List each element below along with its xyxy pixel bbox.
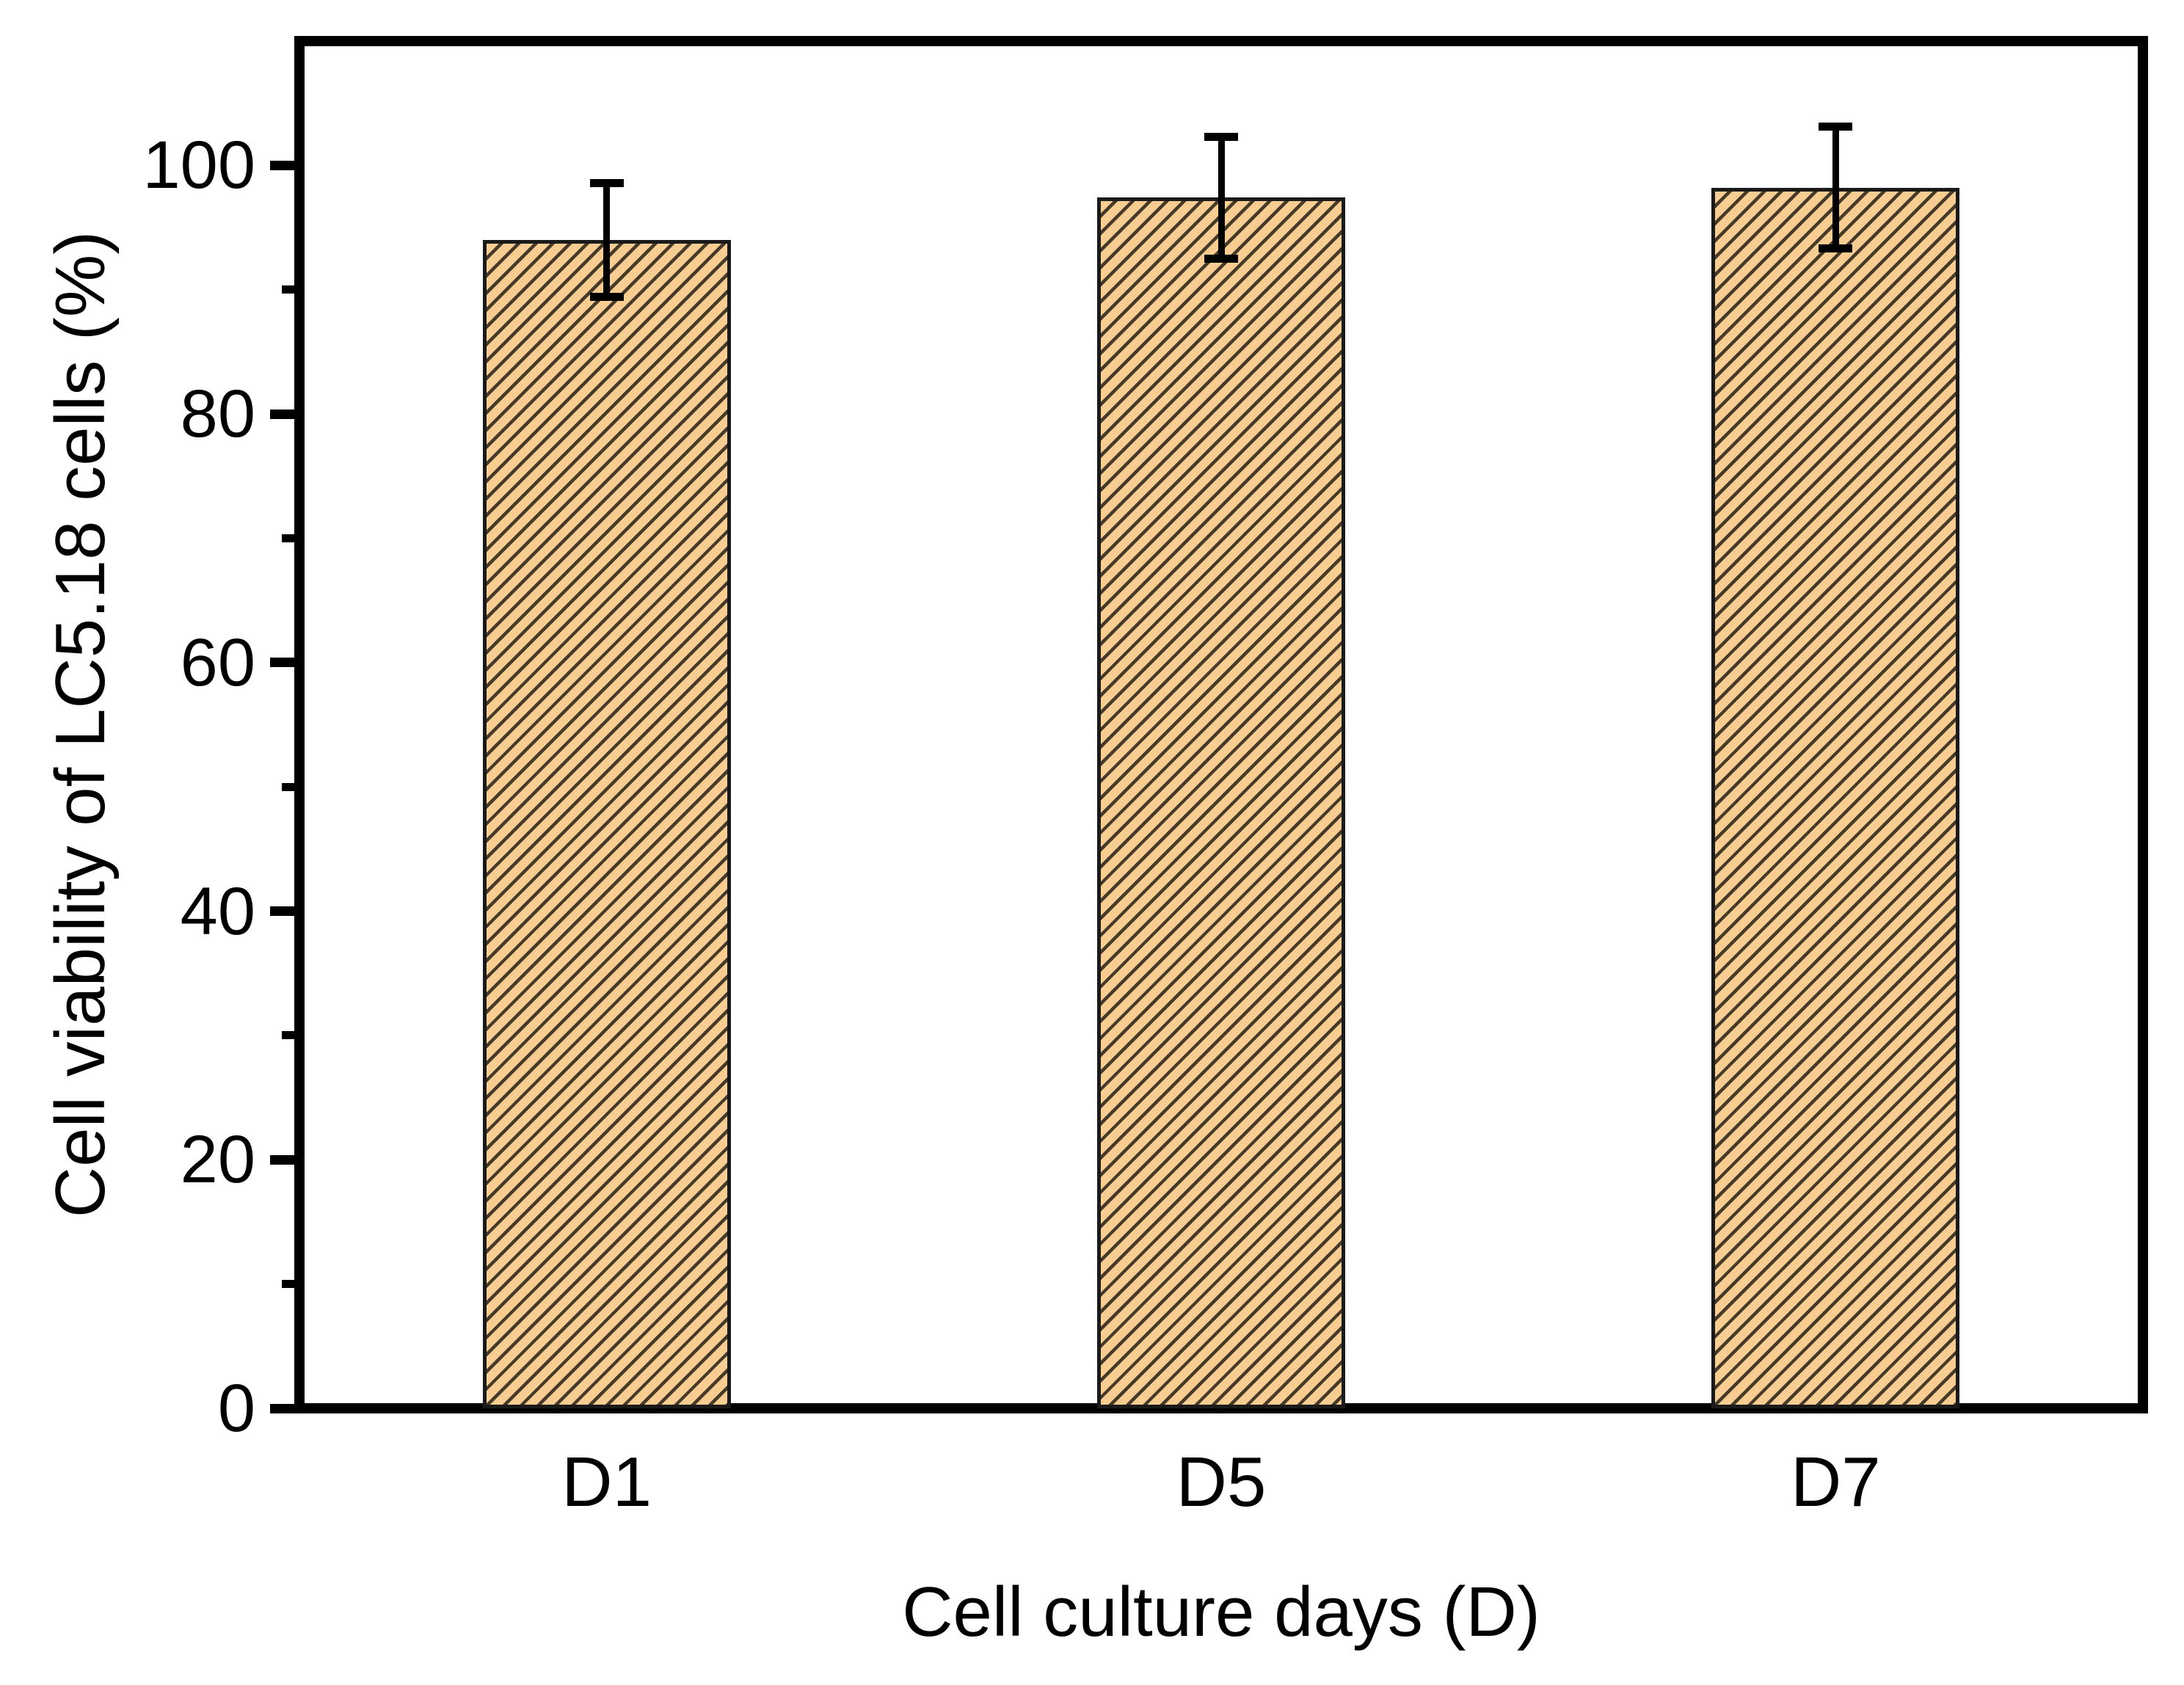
error-cap-bottom-D5 <box>1204 254 1238 263</box>
error-bar-D1 <box>603 183 611 297</box>
bar-D7 <box>1711 187 1960 1408</box>
y-tick-label-0: 0 <box>217 1371 255 1446</box>
x-tick-label-D7: D7 <box>1790 1443 1881 1521</box>
y-minor-tick-90 <box>282 285 299 294</box>
bar-D5 <box>1097 197 1345 1408</box>
y-minor-tick-70 <box>282 534 299 542</box>
x-tick-label-D1: D1 <box>561 1443 652 1521</box>
y-major-tick-100 <box>270 160 299 170</box>
y-minor-tick-50 <box>282 782 299 791</box>
y-major-tick-20 <box>270 1154 299 1165</box>
y-major-tick-60 <box>270 658 299 668</box>
x-axis-title: Cell culture days (D) <box>902 1573 1540 1651</box>
y-tick-label-60: 60 <box>180 625 255 700</box>
y-minor-tick-30 <box>282 1031 299 1040</box>
error-cap-bottom-D7 <box>1819 244 1853 253</box>
y-tick-label-80: 80 <box>180 376 255 452</box>
error-cap-top-D1 <box>589 178 624 187</box>
error-cap-bottom-D1 <box>589 293 624 302</box>
error-bar-D7 <box>1832 126 1839 249</box>
error-cap-top-D5 <box>1204 132 1238 141</box>
y-tick-label-20: 20 <box>180 1122 255 1198</box>
x-tick-label-D5: D5 <box>1176 1443 1267 1521</box>
y-minor-tick-10 <box>282 1280 299 1289</box>
y-major-tick-0 <box>270 1403 299 1413</box>
y-axis-title: Cell viability of LC5.18 cells (%) <box>41 230 120 1218</box>
error-cap-top-D7 <box>1819 123 1853 131</box>
y-major-tick-40 <box>270 906 299 917</box>
y-tick-label-100: 100 <box>142 128 256 203</box>
bar-D1 <box>482 239 731 1408</box>
error-bar-D5 <box>1217 137 1225 259</box>
y-major-tick-80 <box>270 409 299 419</box>
plot-frame <box>294 36 2148 1413</box>
y-tick-label-40: 40 <box>180 873 255 949</box>
plot-area <box>299 41 2143 1408</box>
